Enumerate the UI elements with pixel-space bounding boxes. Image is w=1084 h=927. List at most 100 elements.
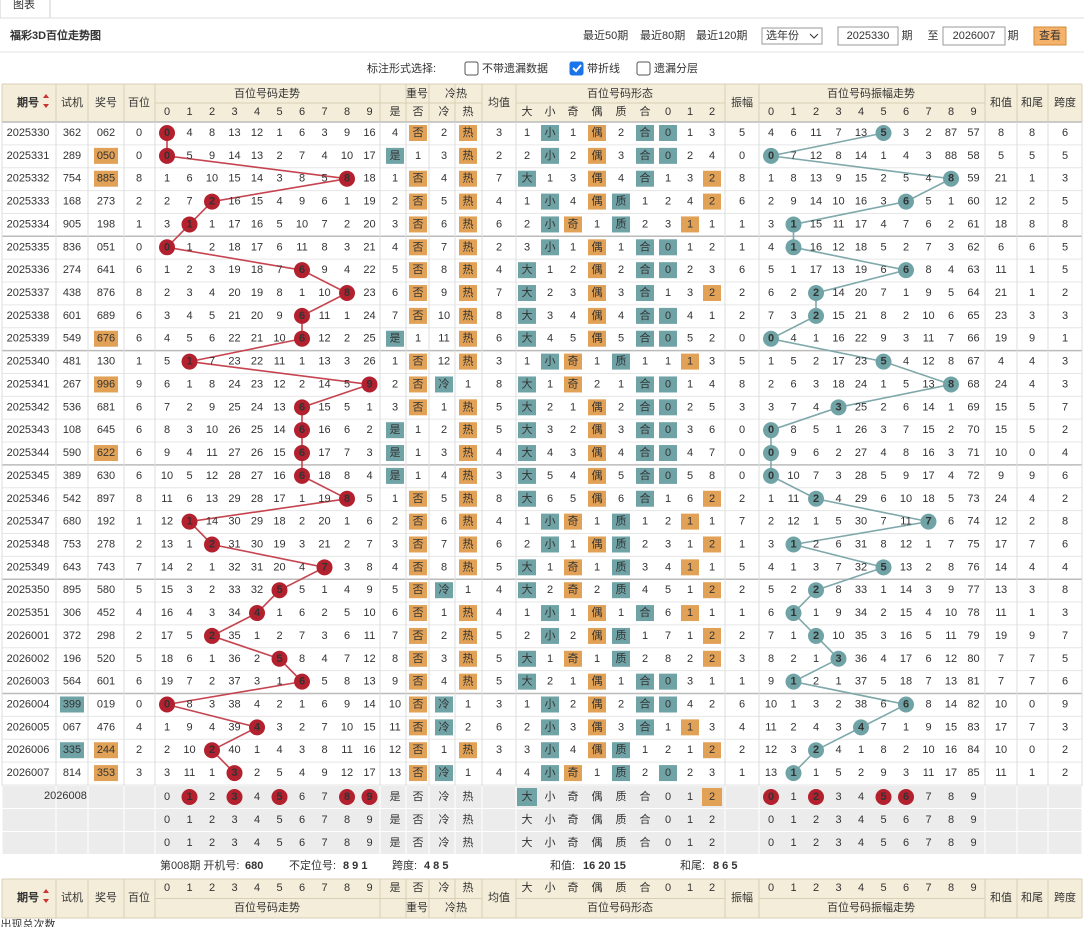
pick-option[interactable]: 2 (209, 837, 215, 849)
period-link[interactable]: 最近120期 (696, 29, 747, 42)
pick-option[interactable]: 合 (640, 789, 651, 803)
pick-option[interactable]: 热 (463, 790, 474, 803)
pick-option[interactable]: 7 (925, 837, 931, 849)
pick-option[interactable]: 0 (665, 814, 671, 826)
pick[interactable] (181, 789, 198, 805)
pick-option[interactable]: 4 (254, 837, 260, 849)
pick-option[interactable]: 冷 (439, 836, 450, 849)
pick-option[interactable]: 5 (276, 837, 282, 849)
pick-option[interactable]: 是 (390, 790, 401, 803)
pick-option[interactable]: 5 (880, 814, 886, 826)
pick-option[interactable]: 7 (925, 791, 931, 803)
pick-option[interactable]: 6 (903, 837, 909, 849)
pick-option[interactable]: 8 (948, 814, 954, 826)
pick-option[interactable]: 8 (344, 814, 350, 826)
pick-value[interactable]: 大 (522, 789, 533, 803)
pick-value[interactable]: 2 (709, 791, 715, 803)
pick-option[interactable]: 热 (463, 813, 474, 826)
pick[interactable] (339, 789, 355, 805)
pick-option[interactable]: 7 (925, 814, 931, 826)
pick-option[interactable]: 3 (231, 837, 237, 849)
pick-option[interactable]: 1 (186, 837, 192, 849)
pick-option[interactable]: 6 (299, 837, 305, 849)
pick[interactable] (808, 789, 824, 805)
pick-option[interactable]: 0 (665, 837, 671, 849)
pick-option[interactable]: 0 (768, 837, 774, 849)
pick-option[interactable]: 1 (790, 791, 796, 803)
pick-option[interactable]: 8 (948, 791, 954, 803)
pick-option[interactable]: 1 (687, 791, 693, 803)
from-input[interactable] (837, 26, 899, 46)
checkbox[interactable] (636, 61, 651, 76)
pick-option[interactable]: 否 (413, 791, 424, 803)
pick-option[interactable]: 1 (687, 837, 693, 849)
pick-option[interactable]: 偶 (592, 836, 603, 849)
pick-option[interactable]: 9 (366, 814, 372, 826)
pick-option[interactable]: 0 (164, 791, 170, 803)
pick-option[interactable]: 大 (522, 835, 533, 849)
pick-option[interactable]: 0 (768, 814, 774, 826)
pick[interactable] (763, 789, 779, 805)
pick-option[interactable]: 5 (880, 837, 886, 849)
pick-option[interactable]: 奇 (568, 813, 579, 826)
pick-option[interactable]: 小 (545, 836, 556, 849)
to-input[interactable] (942, 26, 1006, 46)
pick-option[interactable]: 奇 (568, 790, 579, 803)
period-link[interactable]: 最近50期 (583, 29, 628, 42)
pick-option[interactable]: 质 (616, 836, 627, 849)
pick-option[interactable]: 2 (709, 814, 715, 826)
pick[interactable] (898, 789, 914, 805)
pick-option[interactable]: 9 (970, 814, 976, 826)
pick-option[interactable]: 质 (616, 790, 627, 803)
checkbox[interactable] (569, 61, 584, 76)
pick-option[interactable]: 热 (463, 836, 474, 849)
pick-option[interactable]: 9 (970, 791, 976, 803)
pick-option[interactable]: 6 (299, 814, 305, 826)
pick-option[interactable]: 偶 (592, 813, 603, 826)
pick-option[interactable]: 1 (790, 814, 796, 826)
pick-option[interactable]: 9 (970, 837, 976, 849)
pick-option[interactable]: 0 (164, 837, 170, 849)
view-button[interactable] (1033, 26, 1067, 46)
pick-option[interactable]: 质 (616, 813, 627, 826)
pick-option[interactable]: 是 (390, 836, 401, 849)
pick[interactable] (875, 789, 892, 805)
pick-option[interactable]: 否 (413, 837, 424, 849)
checkbox[interactable] (464, 61, 479, 76)
pick-option[interactable]: 4 (254, 791, 260, 803)
pick-option[interactable]: 2 (813, 837, 819, 849)
pick-option[interactable]: 否 (413, 814, 424, 826)
pick-option[interactable]: 2 (209, 791, 215, 803)
pick[interactable] (271, 789, 288, 805)
pick-option[interactable]: 1 (687, 814, 693, 826)
pick-option[interactable]: 小 (545, 813, 556, 826)
pick-option[interactable]: 1 (186, 814, 192, 826)
pick-option[interactable]: 0 (164, 814, 170, 826)
pick-option[interactable]: 2 (813, 814, 819, 826)
period-link[interactable]: 最近80期 (640, 29, 685, 42)
pick-option[interactable]: 偶 (592, 790, 603, 803)
pick-option[interactable]: 大 (522, 812, 533, 826)
pick-option[interactable]: 合 (640, 812, 651, 826)
pick-option[interactable]: 4 (858, 837, 864, 849)
pick[interactable] (361, 789, 378, 805)
pick-option[interactable]: 6 (903, 814, 909, 826)
pick-option[interactable]: 4 (858, 814, 864, 826)
pick[interactable] (226, 789, 243, 805)
year-select[interactable] (761, 27, 823, 45)
pick-option[interactable]: 2 (209, 814, 215, 826)
pick-option[interactable]: 3 (835, 791, 841, 803)
pick-option[interactable]: 7 (321, 791, 327, 803)
pick-option[interactable]: 9 (366, 837, 372, 849)
pick-option[interactable]: 3 (231, 814, 237, 826)
pick-option[interactable]: 3 (835, 837, 841, 849)
pick-option[interactable]: 2 (709, 837, 715, 849)
pick-option[interactable]: 合 (640, 835, 651, 849)
pick-option[interactable]: 冷 (439, 790, 450, 803)
pick-option[interactable]: 7 (321, 837, 327, 849)
pick-option[interactable]: 7 (321, 814, 327, 826)
pick-option[interactable]: 3 (835, 814, 841, 826)
pick-option[interactable]: 8 (344, 837, 350, 849)
pick-option[interactable]: 冷 (439, 813, 450, 826)
pick-option[interactable]: 8 (948, 837, 954, 849)
